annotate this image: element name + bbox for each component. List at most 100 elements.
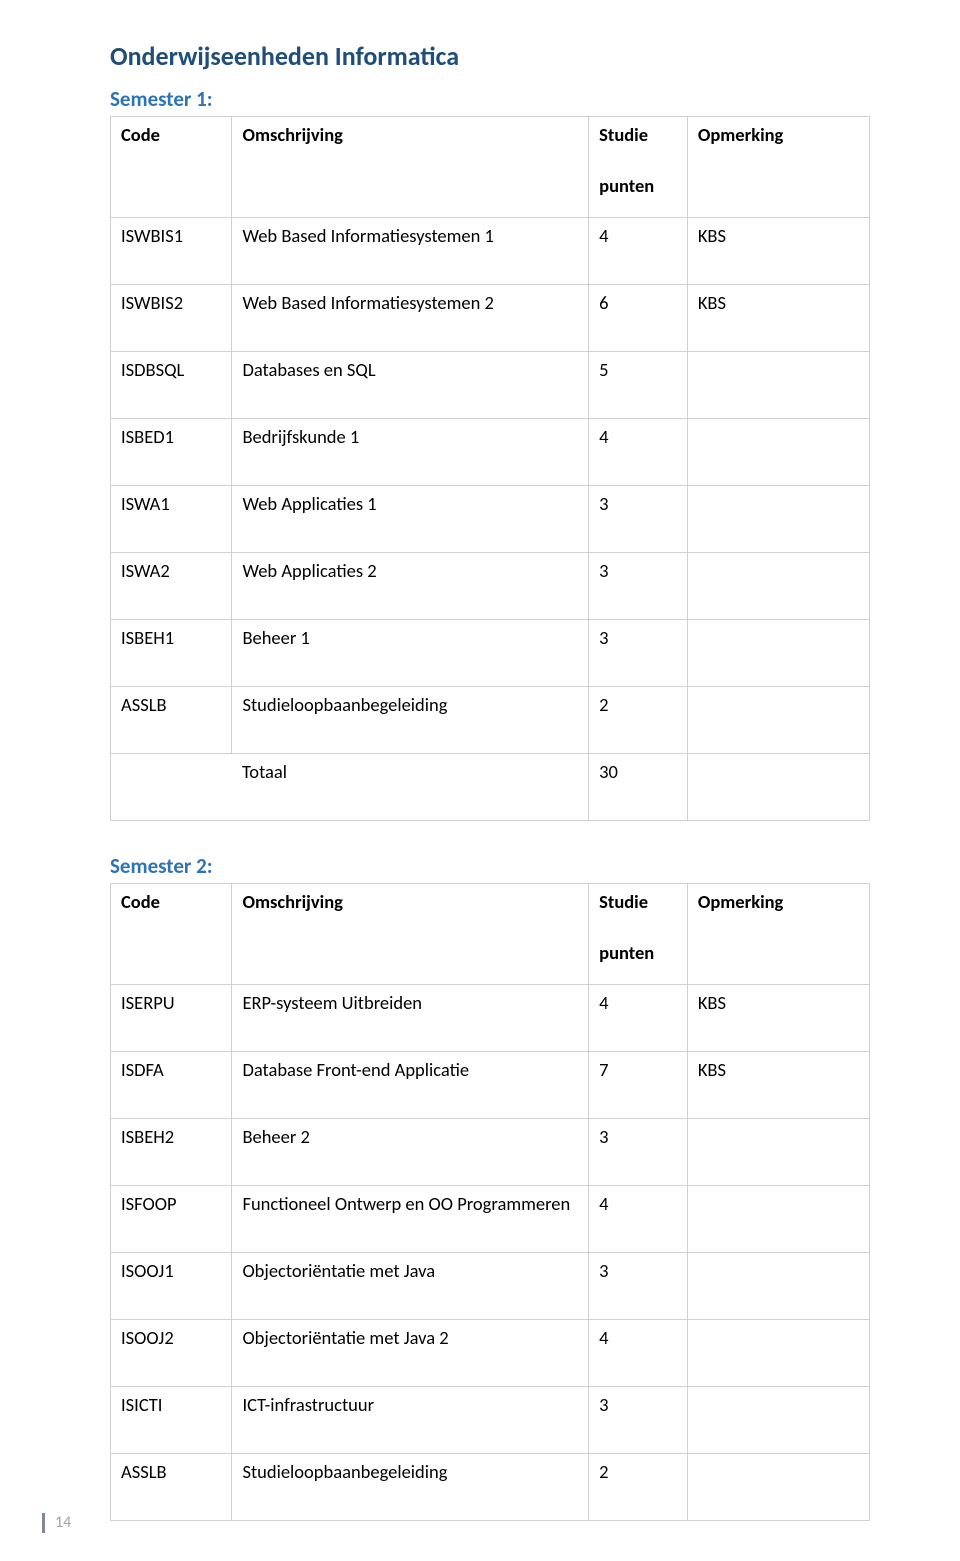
cell-code: ISWBIS2 xyxy=(111,285,232,352)
cell-pts: 2 xyxy=(589,1454,688,1521)
table-row: ISWA2Web Applicaties 23 xyxy=(111,553,870,620)
cell-code: ISWBIS1 xyxy=(111,218,232,285)
cell-note: KBS xyxy=(687,218,869,285)
cell-note xyxy=(687,1387,869,1454)
cell-desc: Database Front-end Applicatie xyxy=(232,1052,589,1119)
table-row: ISDBSQLDatabases en SQL5 xyxy=(111,352,870,419)
cell-pts: 3 xyxy=(589,1253,688,1320)
cell-pts: 3 xyxy=(589,620,688,687)
cell-desc: Bedrijfskunde 1 xyxy=(232,419,589,486)
table-row: ASSLBStudieloopbaanbegeleiding2 xyxy=(111,1454,870,1521)
table-row: ISERPUERP-systeem Uitbreiden4KBS xyxy=(111,985,870,1052)
cell-code: ISBEH1 xyxy=(111,620,232,687)
table-row: ISDFADatabase Front-end Applicatie7KBS xyxy=(111,1052,870,1119)
table-row: ISWA1Web Applicaties 13 xyxy=(111,486,870,553)
cell-code: ASSLB xyxy=(111,687,232,754)
col-desc: Omschrijving xyxy=(232,884,589,985)
table-header-row: Code Omschrijving Studie punten Opmerkin… xyxy=(111,884,870,985)
cell-pts: 4 xyxy=(589,419,688,486)
semester1-total-row: Totaal 30 xyxy=(111,754,870,821)
cell-code: ISICTI xyxy=(111,1387,232,1454)
semester2-heading: Semester 2: xyxy=(110,853,870,879)
cell-desc: Web Based Informatiesystemen 1 xyxy=(232,218,589,285)
cell-pts: 4 xyxy=(589,1320,688,1387)
cell-desc: Objectoriëntatie met Java 2 xyxy=(232,1320,589,1387)
cell-desc: Beheer 1 xyxy=(232,620,589,687)
table-header-row: Code Omschrijving Studie punten Opmerkin… xyxy=(111,117,870,218)
semester2-body: ISERPUERP-systeem Uitbreiden4KBSISDFADat… xyxy=(111,985,870,1521)
cell-desc: Objectoriëntatie met Java xyxy=(232,1253,589,1320)
semester2-table: Code Omschrijving Studie punten Opmerkin… xyxy=(110,883,870,1521)
cell-code: ISWA1 xyxy=(111,486,232,553)
col-pts: Studie punten xyxy=(589,884,688,985)
cell-pts: 2 xyxy=(589,687,688,754)
cell-note xyxy=(687,1119,869,1186)
cell-desc: Web Applicaties 2 xyxy=(232,553,589,620)
cell-note xyxy=(687,486,869,553)
semester1-body: ISWBIS1Web Based Informatiesystemen 14KB… xyxy=(111,218,870,754)
cell-code: ISFOOP xyxy=(111,1186,232,1253)
cell-code: ISBEH2 xyxy=(111,1119,232,1186)
cell-desc: Studieloopbaanbegeleiding xyxy=(232,1454,589,1521)
cell-desc: ERP-systeem Uitbreiden xyxy=(232,985,589,1052)
col-note: Opmerking xyxy=(687,884,869,985)
cell-pts: 3 xyxy=(589,486,688,553)
col-desc: Omschrijving xyxy=(232,117,589,218)
col-pts: Studie punten xyxy=(589,117,688,218)
cell-note: KBS xyxy=(687,285,869,352)
table-row: ISOOJ2Objectoriëntatie met Java 24 xyxy=(111,1320,870,1387)
cell-pts: 6 xyxy=(589,285,688,352)
cell-code: ISWA2 xyxy=(111,553,232,620)
cell-note xyxy=(687,1186,869,1253)
col-note: Opmerking xyxy=(687,117,869,218)
page: Onderwijseenheden Informatica Semester 1… xyxy=(0,0,960,1561)
cell-pts: 3 xyxy=(589,1119,688,1186)
cell-note xyxy=(687,419,869,486)
cell-note: KBS xyxy=(687,1052,869,1119)
total-note xyxy=(687,754,869,821)
table-row: ISWBIS2Web Based Informatiesystemen 26KB… xyxy=(111,285,870,352)
table-row: ISWBIS1Web Based Informatiesystemen 14KB… xyxy=(111,218,870,285)
cell-note xyxy=(687,553,869,620)
cell-code: ISDBSQL xyxy=(111,352,232,419)
table-row: ISBED1Bedrijfskunde 14 xyxy=(111,419,870,486)
cell-code: ISDFA xyxy=(111,1052,232,1119)
cell-pts: 4 xyxy=(589,985,688,1052)
cell-desc: Functioneel Ontwerp en OO Programmeren xyxy=(232,1186,589,1253)
cell-note xyxy=(687,1320,869,1387)
cell-pts: 5 xyxy=(589,352,688,419)
cell-note xyxy=(687,352,869,419)
cell-code: ISOOJ2 xyxy=(111,1320,232,1387)
cell-pts: 3 xyxy=(589,553,688,620)
semester1-heading: Semester 1: xyxy=(110,86,870,112)
cell-desc: Web Applicaties 1 xyxy=(232,486,589,553)
cell-desc: ICT-infrastructuur xyxy=(232,1387,589,1454)
table-row: ASSLBStudieloopbaanbegeleiding2 xyxy=(111,687,870,754)
total-label: Totaal xyxy=(232,754,589,821)
cell-pts: 3 xyxy=(589,1387,688,1454)
table-row: ISBEH2Beheer 23 xyxy=(111,1119,870,1186)
table-row: ISOOJ1Objectoriëntatie met Java3 xyxy=(111,1253,870,1320)
cell-desc: Databases en SQL xyxy=(232,352,589,419)
page-title: Onderwijseenheden Informatica xyxy=(110,40,870,72)
cell-desc: Beheer 2 xyxy=(232,1119,589,1186)
cell-desc: Web Based Informatiesystemen 2 xyxy=(232,285,589,352)
cell-code: ASSLB xyxy=(111,1454,232,1521)
cell-pts: 4 xyxy=(589,218,688,285)
cell-code: ISBED1 xyxy=(111,419,232,486)
cell-pts: 7 xyxy=(589,1052,688,1119)
cell-note: KBS xyxy=(687,985,869,1052)
total-value: 30 xyxy=(589,754,688,821)
cell-code: ISOOJ1 xyxy=(111,1253,232,1320)
cell-note xyxy=(687,1454,869,1521)
cell-code: ISERPU xyxy=(111,985,232,1052)
total-empty xyxy=(111,754,232,821)
cell-note xyxy=(687,1253,869,1320)
table-row: ISFOOPFunctioneel Ontwerp en OO Programm… xyxy=(111,1186,870,1253)
cell-note xyxy=(687,687,869,754)
table-row: ISBEH1Beheer 13 xyxy=(111,620,870,687)
table-row: ISICTIICT-infrastructuur3 xyxy=(111,1387,870,1454)
cell-desc: Studieloopbaanbegeleiding xyxy=(232,687,589,754)
page-number: 14 xyxy=(42,1513,71,1533)
col-code: Code xyxy=(111,884,232,985)
